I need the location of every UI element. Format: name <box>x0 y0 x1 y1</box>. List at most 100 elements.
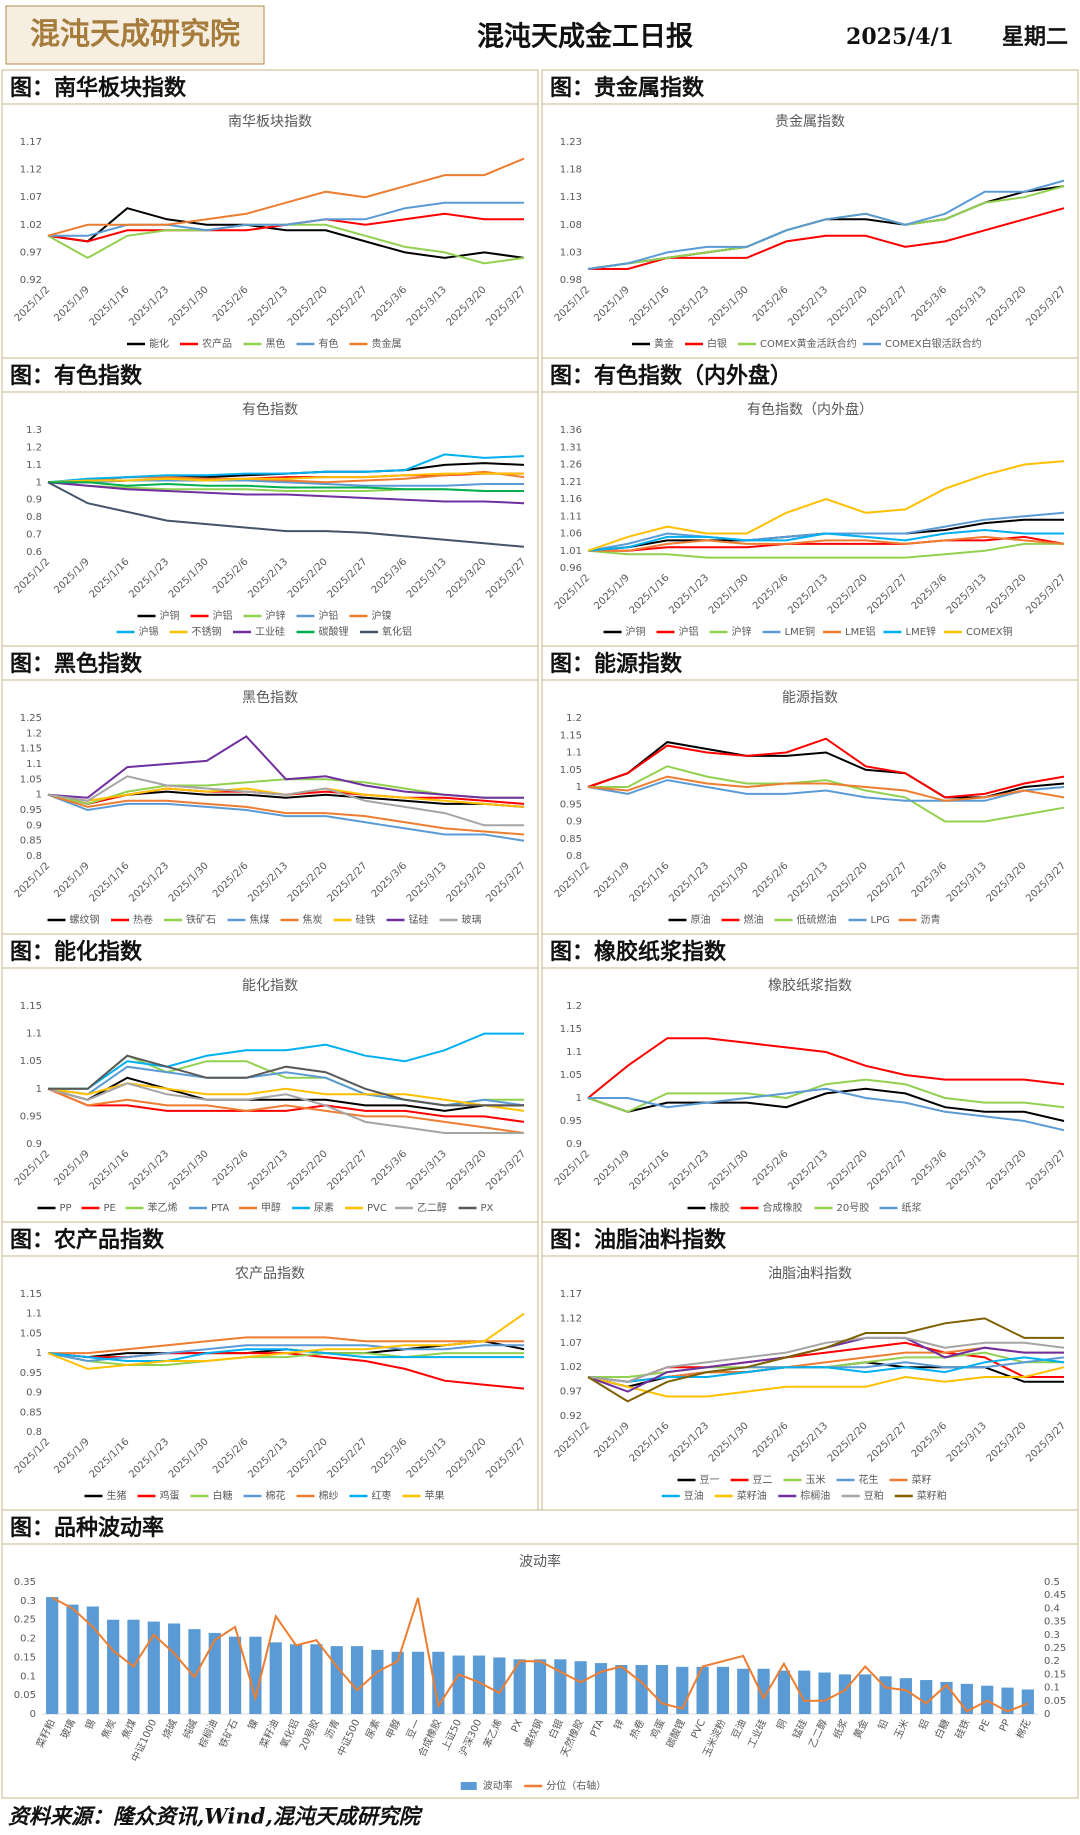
y-tick-label: 1.15 <box>20 1289 42 1300</box>
y-tick-label: 1.15 <box>20 744 42 755</box>
bar <box>818 1672 831 1714</box>
bar <box>615 1664 628 1714</box>
y-tick-label: 1.06 <box>560 529 582 540</box>
legend-label: 焦煤 <box>250 913 270 926</box>
legend-label: 鸡蛋 <box>160 1489 180 1502</box>
bar <box>411 1651 425 1714</box>
bar <box>310 1644 323 1714</box>
legend-label: 沪铜 <box>160 609 180 622</box>
heading-bar <box>541 933 1079 969</box>
y-tick-label: 1.1 <box>26 1309 42 1320</box>
x-tick-label: 镍 <box>245 1717 261 1732</box>
bar <box>838 1674 851 1714</box>
heading-bar <box>541 357 1079 393</box>
x-tick-label: PE <box>977 1718 992 1734</box>
bar <box>635 1664 648 1714</box>
y-tick-label: 1 <box>576 1093 582 1104</box>
series-line <box>588 765 1065 823</box>
series-line <box>587 1366 1065 1398</box>
y-tick-label: 1.2 <box>566 713 582 724</box>
section-heading: 图：贵金属指数 <box>550 75 705 101</box>
bar <box>859 1674 872 1714</box>
bar <box>574 1661 587 1714</box>
legend-label: 纸浆 <box>902 1201 922 1214</box>
y-tick-label: 0.92 <box>560 1411 582 1422</box>
y2-tick-label: 0 <box>1044 1709 1050 1720</box>
y-tick-label: 1.05 <box>20 1056 42 1067</box>
chart-title: 橡胶纸浆指数 <box>768 977 852 994</box>
series-line <box>588 535 1065 552</box>
y-tick-label: 1.05 <box>20 1328 42 1339</box>
x-tick-label: PP <box>998 1718 1013 1734</box>
y-tick-label: 0.95 <box>20 805 42 816</box>
x-tick-label: 锌 <box>611 1717 627 1732</box>
legend-label: 螺纹钢 <box>70 913 100 926</box>
y-tick-label: 1.26 <box>560 460 582 471</box>
logo-box <box>5 5 265 65</box>
chart-title: 贵金属指数 <box>775 114 845 130</box>
bar <box>513 1659 526 1714</box>
heading-bar <box>541 69 1079 105</box>
legend-label: 波动率 <box>483 1779 513 1792</box>
section-heading: 图：有色指数（内外盘） <box>550 363 792 389</box>
legend-label: 锰硅 <box>409 913 429 926</box>
y-tick-label: 0.9 <box>566 817 582 828</box>
bar <box>716 1666 730 1714</box>
legend-label: 沥青 <box>921 913 941 926</box>
y-tick-label: 1.02 <box>560 1362 582 1373</box>
y-tick-label: 0.9 <box>26 820 42 831</box>
series-line <box>587 179 1065 270</box>
bar <box>493 1657 506 1714</box>
series-line <box>47 1087 525 1134</box>
y-tick-label: 1.13 <box>560 192 582 203</box>
legend-label: 铁矿石 <box>186 913 216 926</box>
chart-title: 波动率 <box>519 1553 561 1570</box>
y-tick-label: 0.05 <box>14 1690 36 1701</box>
logo: 混沌天成研究院 <box>30 17 240 52</box>
legend-label: 不锈钢 <box>192 625 222 638</box>
series-line <box>587 542 1064 559</box>
bar <box>330 1646 343 1714</box>
y-tick-label: 1.05 <box>560 765 582 776</box>
y-tick-label: 1.36 <box>560 425 582 436</box>
legend-label: 有色 <box>319 337 339 350</box>
y-tick-label: 1.11 <box>560 511 582 522</box>
y-tick-label: 1.18 <box>560 165 582 176</box>
legend-label: 棉花 <box>266 1489 286 1502</box>
legend-label: 玉米 <box>806 1473 826 1486</box>
heading-bar <box>1 357 539 393</box>
legend-label: COMEX白银活跃合约 <box>885 337 982 350</box>
legend-label: 氧化铝 <box>382 625 412 638</box>
legend-label: 合成橡胶 <box>763 1201 803 1214</box>
y2-tick-label: 0.2 <box>1044 1656 1060 1667</box>
bar <box>594 1663 608 1714</box>
series-line <box>587 460 1065 552</box>
section-heading: 图：能源指数 <box>550 651 683 677</box>
y-tick-label: 1.15 <box>560 730 582 741</box>
legend-label: COMEX铜 <box>966 626 1013 638</box>
y-tick-label: 1.1 <box>566 1047 582 1058</box>
x-tick-label: 铝 <box>917 1717 932 1731</box>
report-title: 混沌天成金工日报 <box>477 21 693 53</box>
legend-label: PE <box>104 1203 116 1214</box>
y2-tick-label: 0.1 <box>1044 1683 1060 1694</box>
chart-title: 能源指数 <box>782 690 838 706</box>
chart-title: 能化指数 <box>242 978 298 994</box>
chart-title: 黑色指数 <box>242 689 298 706</box>
chart-title: 有色指数（内外盘） <box>747 401 873 418</box>
y-tick-label: 1.1 <box>26 460 42 471</box>
series-line <box>588 535 1065 552</box>
series-line <box>47 481 525 548</box>
legend-label: 沪镍 <box>372 609 392 622</box>
legend-label: 甲醇 <box>261 1201 281 1214</box>
bar <box>289 1644 303 1714</box>
series-line <box>47 793 525 842</box>
series-line <box>587 1317 1064 1403</box>
legend-label: LME铝 <box>845 626 876 638</box>
heading-bar <box>1 1509 1079 1545</box>
y-tick-label: 1 <box>576 782 582 793</box>
section-heading: 图：农产品指数 <box>10 1227 165 1253</box>
chart-box <box>541 1255 1079 1511</box>
legend-label: PX <box>481 1203 494 1214</box>
